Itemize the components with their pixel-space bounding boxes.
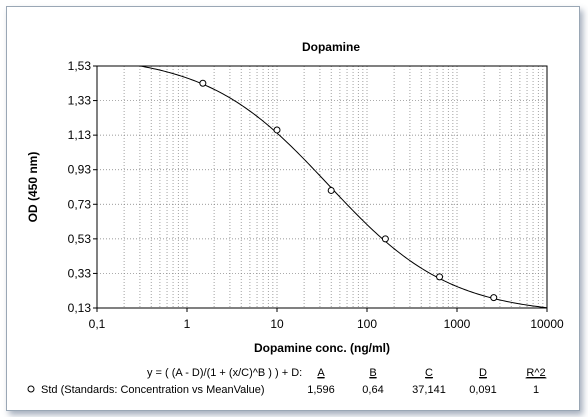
- plot-area: [96, 65, 548, 309]
- chart-frame: Dopamine 0,1 1 10 100 1000 10000 0,13 0,33 0,53…: [6, 6, 580, 411]
- legend-header: D: [479, 367, 487, 379]
- y-tick-label: 0,73: [68, 197, 92, 211]
- y-tick-label: 1,53: [68, 59, 92, 73]
- y-tick-label: 1,33: [68, 94, 92, 108]
- data-point: [199, 79, 207, 87]
- legend-value: 37,141: [412, 384, 446, 396]
- chart-title: Dopamine: [302, 40, 360, 54]
- x-tick-label: 10000: [530, 317, 564, 331]
- y-axis-label: OD (450 nm): [26, 152, 40, 223]
- y-tick-label: 0,53: [68, 232, 92, 246]
- data-point: [273, 126, 281, 134]
- legend-value: 1,596: [307, 384, 335, 396]
- data-point: [490, 294, 498, 302]
- x-tick-label: 100: [357, 317, 377, 331]
- legend-value: 0,091: [469, 384, 497, 396]
- x-tick-label: 10: [270, 317, 284, 331]
- legend-table: A 1,596 B 0,64 C 37,141 D 0,091 R^2 1: [307, 367, 547, 396]
- data-points: [199, 79, 498, 302]
- y-tick-label: 1,13: [68, 128, 92, 142]
- x-tick-label: 1: [184, 317, 191, 331]
- data-point: [436, 273, 444, 281]
- x-axis-label: Dopamine conc. (ng/ml): [254, 341, 390, 355]
- legend-header: B: [369, 367, 376, 379]
- y-tick-label: 0,13: [68, 301, 92, 315]
- x-tick-label: 1000: [444, 317, 471, 331]
- y-tick-label: 0,93: [68, 163, 92, 177]
- legend-header: R^2: [526, 367, 545, 379]
- legend-value: 1: [533, 384, 539, 396]
- legend-series-name: Std (Standards: Concentration vs MeanVal…: [41, 384, 265, 396]
- data-point: [381, 235, 389, 243]
- legend-marker: [27, 385, 35, 393]
- x-axis: 0,1 1 10 100 1000 10000: [89, 308, 564, 331]
- y-tick-label: 0,33: [68, 266, 92, 280]
- fit-curve: [124, 65, 548, 309]
- legend-value: 0,64: [362, 384, 383, 396]
- chart-svg: Dopamine 0,1 1 10 100 1000 10000 0,13 0,33 0,53…: [26, 40, 564, 396]
- data-point: [327, 186, 335, 194]
- x-tick-label: 0,1: [89, 317, 106, 331]
- grid: [97, 66, 547, 308]
- y-axis: 0,13 0,33 0,53 0,73 0,93 1,13 1,33 1,53: [68, 59, 97, 315]
- legend-header: A: [317, 367, 325, 379]
- legend-header: C: [425, 367, 433, 379]
- fit-equation: y = ( (A - D)/(1 + (x/C)^B ) ) + D:: [147, 367, 302, 379]
